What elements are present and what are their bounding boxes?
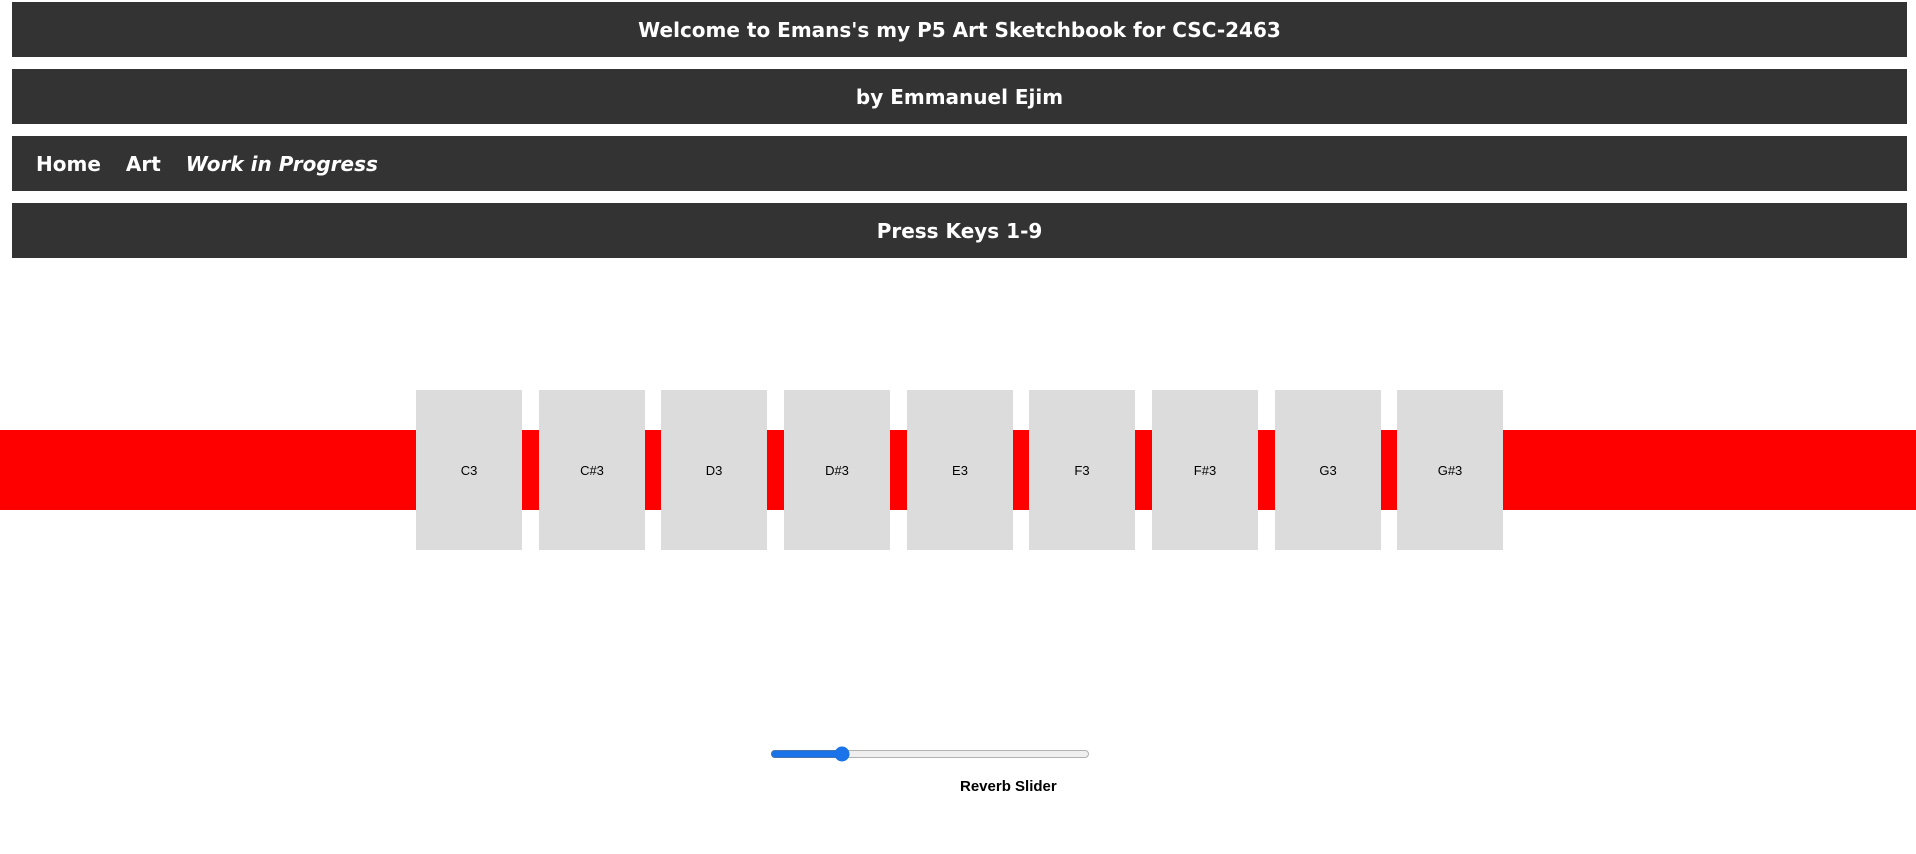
key-f3[interactable]: F3: [1029, 390, 1135, 550]
key-g-sharp-3[interactable]: G#3: [1397, 390, 1503, 550]
author-bar: by Emmanuel Ejim: [12, 69, 1907, 124]
key-e3[interactable]: E3: [907, 390, 1013, 550]
page-title-bar: Welcome to Emans's my P5 Art Sketchbook …: [12, 2, 1907, 57]
instructions-text: Press Keys 1-9: [876, 218, 1043, 243]
author-text: by Emmanuel Ejim: [855, 84, 1064, 109]
instructions-bar: Press Keys 1-9: [12, 203, 1907, 258]
key-c-sharp-3[interactable]: C#3: [539, 390, 645, 550]
nav-link-art[interactable]: Art: [125, 151, 161, 176]
nav-bar: Home Art Work in Progress: [12, 136, 1907, 191]
key-d-sharp-3[interactable]: D#3: [784, 390, 890, 550]
reverb-slider-label: Reverb Slider: [960, 778, 1057, 795]
page-title: Welcome to Emans's my P5 Art Sketchbook …: [638, 17, 1281, 42]
key-c3[interactable]: C3: [416, 390, 522, 550]
nav-link-home[interactable]: Home: [36, 151, 101, 176]
nav-link-work-in-progress[interactable]: Work in Progress: [185, 151, 378, 176]
reverb-slider[interactable]: [770, 746, 1090, 762]
key-f-sharp-3[interactable]: F#3: [1152, 390, 1258, 550]
key-g3[interactable]: G3: [1275, 390, 1381, 550]
key-d3[interactable]: D3: [661, 390, 767, 550]
